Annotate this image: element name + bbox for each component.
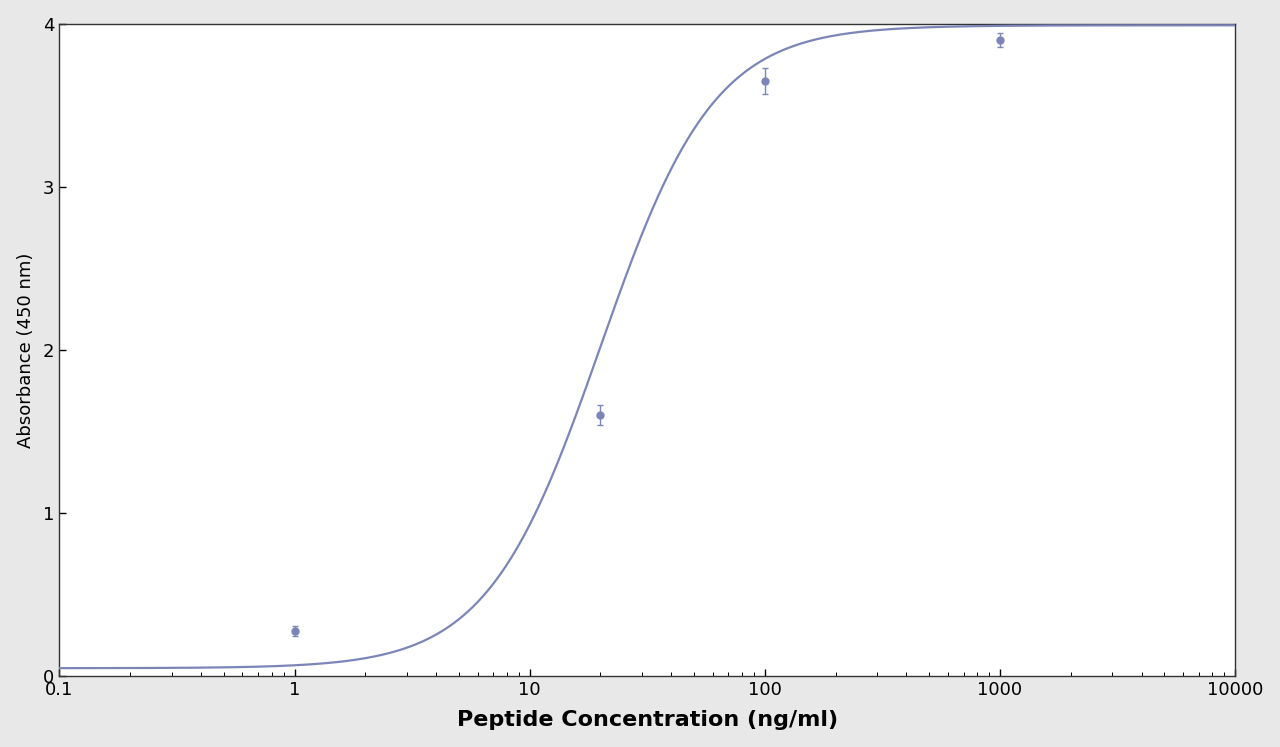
X-axis label: Peptide Concentration (ng/ml): Peptide Concentration (ng/ml) xyxy=(457,710,838,731)
Y-axis label: Absorbance (450 nm): Absorbance (450 nm) xyxy=(17,252,35,447)
